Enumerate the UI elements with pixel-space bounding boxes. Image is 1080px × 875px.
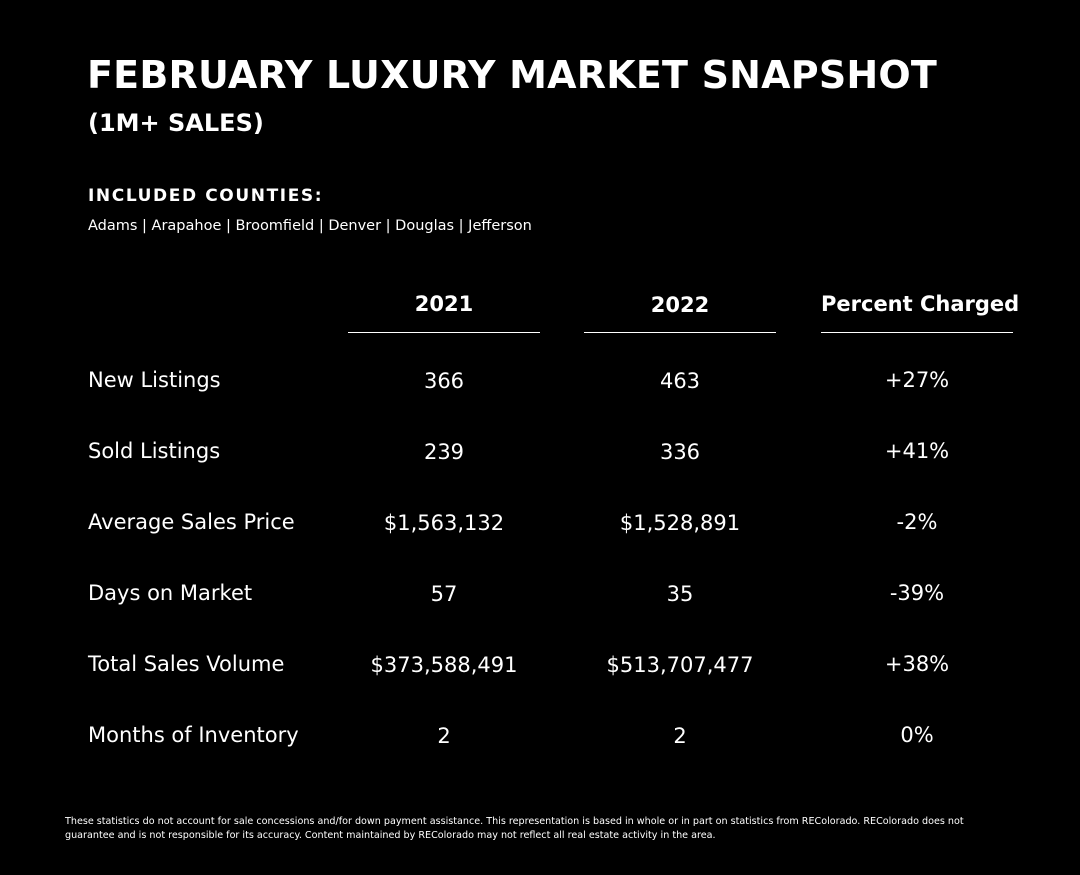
row-label-total-sales-volume: Total Sales Volume xyxy=(88,652,285,676)
cell-sold-listings-2022: 336 xyxy=(659,440,701,464)
cell-average-sales-price-2021: $1,563,132 xyxy=(383,511,505,535)
cell-average-sales-price-2022: $1,528,891 xyxy=(619,511,741,535)
cell-new-listings-percent: +27% xyxy=(884,368,950,392)
column-header-2021: 2021 xyxy=(414,292,474,316)
column-divider-2021 xyxy=(348,332,540,333)
row-label-new-listings: New Listings xyxy=(88,368,221,392)
row-label-months-of-inventory: Months of Inventory xyxy=(88,723,299,747)
cell-months-of-inventory-2022: 2 xyxy=(673,724,687,748)
cell-new-listings-2021: 366 xyxy=(423,369,465,393)
column-header-percent: Percent Charged xyxy=(821,292,1020,316)
cell-days-on-market-2022: 35 xyxy=(666,582,694,606)
cell-average-sales-price-percent: -2% xyxy=(896,510,938,534)
column-divider-2022 xyxy=(584,332,776,333)
column-divider-percent xyxy=(821,332,1013,333)
counties-list: Adams | Arapahoe | Broomfield | Denver |… xyxy=(88,218,532,234)
counties-heading: INCLUDED COUNTIES: xyxy=(88,186,324,206)
column-header-2022: 2022 xyxy=(650,293,710,317)
page-subtitle: (1M+ SALES) xyxy=(88,109,264,137)
cell-sold-listings-2021: 239 xyxy=(423,440,465,464)
cell-new-listings-2022: 463 xyxy=(659,369,701,393)
cell-months-of-inventory-2021: 2 xyxy=(437,724,451,748)
cell-months-of-inventory-percent: 0% xyxy=(900,723,934,747)
disclaimer-text: These statistics do not account for sale… xyxy=(65,816,964,841)
cell-total-sales-volume-2021: $373,588,491 xyxy=(370,653,518,677)
cell-sold-listings-percent: +41% xyxy=(884,439,950,463)
row-label-average-sales-price: Average Sales Price xyxy=(88,510,295,534)
cell-total-sales-volume-2022: $513,707,477 xyxy=(606,653,754,677)
cell-total-sales-volume-percent: +38% xyxy=(884,652,950,676)
page-title: FEBRUARY LUXURY MARKET SNAPSHOT xyxy=(87,53,938,97)
cell-days-on-market-2021: 57 xyxy=(430,582,458,606)
row-label-days-on-market: Days on Market xyxy=(88,581,253,605)
cell-days-on-market-percent: -39% xyxy=(889,581,945,605)
row-label-sold-listings: Sold Listings xyxy=(88,439,221,463)
